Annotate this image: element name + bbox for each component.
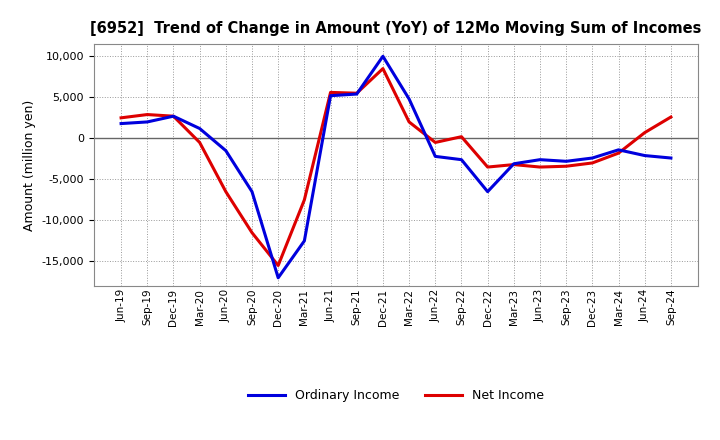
Title: [6952]  Trend of Change in Amount (YoY) of 12Mo Moving Sum of Incomes: [6952] Trend of Change in Amount (YoY) o… — [90, 21, 702, 36]
Net Income — [379, 66, 387, 71]
Net Income — [300, 197, 309, 202]
Net Income — [326, 90, 335, 95]
Ordinary Income — [614, 147, 623, 153]
Ordinary Income — [588, 155, 597, 161]
Net Income — [536, 165, 544, 170]
Ordinary Income — [405, 96, 413, 102]
Ordinary Income — [483, 189, 492, 194]
Net Income — [457, 134, 466, 139]
Net Income — [667, 114, 675, 120]
Net Income — [483, 165, 492, 170]
Net Income — [222, 189, 230, 194]
Ordinary Income — [300, 238, 309, 243]
Line: Ordinary Income: Ordinary Income — [121, 56, 671, 278]
Net Income — [195, 140, 204, 145]
Line: Net Income: Net Income — [121, 69, 671, 265]
Ordinary Income — [536, 157, 544, 162]
Ordinary Income — [143, 119, 152, 125]
Ordinary Income — [510, 161, 518, 166]
Net Income — [117, 115, 125, 121]
Ordinary Income — [379, 54, 387, 59]
Ordinary Income — [195, 126, 204, 131]
Ordinary Income — [667, 155, 675, 161]
Net Income — [431, 140, 440, 145]
Ordinary Income — [457, 157, 466, 162]
Net Income — [510, 162, 518, 167]
Net Income — [614, 150, 623, 156]
Net Income — [169, 114, 178, 119]
Ordinary Income — [640, 153, 649, 158]
Ordinary Income — [562, 159, 570, 164]
Ordinary Income — [222, 148, 230, 153]
Net Income — [248, 230, 256, 235]
Legend: Ordinary Income, Net Income: Ordinary Income, Net Income — [243, 384, 549, 407]
Ordinary Income — [326, 93, 335, 98]
Ordinary Income — [117, 121, 125, 126]
Ordinary Income — [274, 275, 282, 280]
Ordinary Income — [169, 114, 178, 119]
Net Income — [640, 130, 649, 135]
Ordinary Income — [352, 92, 361, 97]
Net Income — [562, 164, 570, 169]
Net Income — [274, 263, 282, 268]
Ordinary Income — [248, 189, 256, 194]
Net Income — [588, 160, 597, 165]
Net Income — [405, 119, 413, 125]
Y-axis label: Amount (million yen): Amount (million yen) — [23, 99, 36, 231]
Net Income — [143, 112, 152, 117]
Ordinary Income — [431, 154, 440, 159]
Net Income — [352, 91, 361, 96]
